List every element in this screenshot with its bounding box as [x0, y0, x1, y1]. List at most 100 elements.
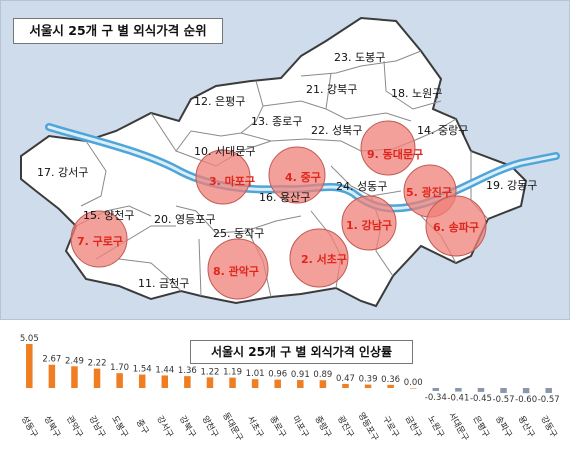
value-label-18: -0.34	[425, 393, 447, 403]
district-label-dobong: 23. 도봉구	[334, 51, 385, 64]
bar-21	[500, 388, 507, 393]
bar-18	[432, 388, 440, 391]
bar-5	[138, 374, 146, 388]
chart-title: 서울시 25개 구 별 외식가격 인상률	[190, 340, 413, 364]
category-label-21: 송파구	[493, 414, 513, 439]
highlight-circle-gangnam	[341, 195, 397, 251]
district-label-eunpyeong: 12. 은평구	[194, 95, 245, 108]
bar-19	[455, 388, 462, 392]
bar-3	[93, 368, 101, 388]
value-label-2: 2.49	[65, 356, 84, 366]
district-label-jungnang: 14. 중랑구	[417, 124, 468, 137]
bar-10	[251, 379, 259, 388]
bar-16	[387, 384, 394, 388]
value-label-5: 1.54	[133, 365, 152, 375]
district-label-yongsan: 16. 용산구	[259, 191, 310, 204]
category-label-0: 성동구	[19, 414, 39, 439]
value-label-16: 0.36	[381, 375, 400, 385]
highlight-circle-gwanak	[207, 238, 269, 300]
bar-1	[48, 364, 56, 388]
value-label-17: 0.00	[404, 378, 423, 388]
district-label-gangbuk: 21. 강북구	[306, 83, 357, 96]
highlight-circle-mapo	[195, 149, 251, 205]
bar-23	[545, 388, 552, 393]
value-label-19: -0.41	[447, 394, 469, 404]
category-label-2: 관악구	[64, 414, 85, 440]
bar-15	[364, 384, 372, 388]
category-label-18: 노원구	[425, 414, 445, 439]
bar-6	[161, 375, 169, 388]
bar-17	[409, 388, 417, 389]
highlight-circle-guro	[70, 210, 128, 268]
district-label-geumcheon: 11. 금천구	[138, 276, 189, 290]
district-label-gwanak: 8. 관악구	[213, 264, 259, 278]
district-label-gangdong: 19. 강동구	[486, 179, 537, 192]
category-label-6: 강서구	[154, 414, 175, 440]
category-label-12: 마포구	[290, 414, 310, 439]
district-label-guro: 7. 구로구	[77, 235, 123, 248]
category-label-15: 영등포구	[356, 410, 381, 443]
map-panel: 23. 도봉구 21. 강북구 18. 노원구 12. 은평구 13. 종로구 22. 성…	[0, 0, 570, 320]
category-label-17: 금천구	[403, 414, 424, 440]
category-label-4: 도봉구	[109, 414, 129, 439]
highlight-circle-songpa	[425, 195, 487, 257]
value-label-14: 0.47	[336, 374, 355, 384]
bar-14	[342, 383, 349, 388]
category-label-23: 강동구	[538, 414, 559, 440]
category-label-5: 중구	[134, 418, 151, 437]
category-label-10: 서초구	[245, 414, 265, 439]
category-label-3: 강남구	[87, 414, 108, 440]
category-label-8: 양천구	[199, 414, 220, 440]
district-label-songpa: 6. 송파구	[433, 220, 479, 234]
category-label-22: 용산구	[516, 414, 537, 440]
bar-2	[71, 366, 78, 388]
highlight-circle-seocho	[289, 228, 349, 288]
bar-12	[297, 380, 304, 388]
district-label-jongno: 13. 종로구	[251, 115, 302, 128]
district-label-dongjak: 25. 동작구	[213, 227, 264, 240]
bar-0	[26, 344, 33, 388]
bar-11	[274, 379, 281, 388]
map-title: 서울시 25개 구 별 외식가격 순위	[13, 18, 223, 44]
category-label-20: 은평구	[470, 414, 491, 440]
highlight-circle-jung	[268, 146, 326, 204]
category-label-11: 종로구	[267, 414, 287, 439]
value-label-23: -0.57	[538, 395, 560, 405]
bar-7	[184, 376, 191, 388]
category-label-1: 성북구	[41, 414, 61, 439]
category-label-14: 광진구	[335, 414, 356, 440]
value-label-11: 0.96	[268, 370, 287, 380]
district-label-gwangjin: 5. 광진구	[406, 185, 452, 199]
value-label-6: 1.44	[155, 365, 174, 375]
category-label-7: 강북구	[177, 414, 198, 440]
value-label-1: 2.67	[42, 355, 61, 365]
district-label-seongdong: 24. 성동구	[336, 180, 387, 193]
district-label-yeongdeungpo: 20. 영등포구	[154, 213, 215, 226]
district-label-jung: 4. 중구	[285, 171, 321, 184]
category-label-9: 동대문구	[220, 411, 244, 443]
district-label-seongbuk: 22. 성북구	[311, 124, 362, 137]
district-label-dongdaemun: 9. 동대문구	[367, 147, 423, 161]
value-label-12: 0.91	[291, 370, 310, 380]
bar-22	[522, 388, 530, 394]
category-label-19: 서대문구	[446, 411, 470, 443]
value-label-7: 1.36	[178, 366, 197, 376]
seoul-district-map: 23. 도봉구 21. 강북구 18. 노원구 12. 은평구 13. 종로구 22. 성…	[20, 16, 560, 308]
district-label-yangcheon: 15. 양천구	[83, 208, 134, 222]
value-label-13: 0.89	[313, 370, 332, 380]
district-label-seodaemun: 10. 서대문구	[194, 145, 255, 158]
value-label-8: 1.22	[200, 367, 219, 377]
district-labels: 23. 도봉구 21. 강북구 18. 노원구 12. 은평구 13. 종로구 22. 성…	[37, 51, 537, 290]
top-rank-highlights	[70, 120, 487, 300]
district-label-seocho: 2. 서초구	[301, 252, 347, 266]
bar-13	[319, 380, 327, 388]
value-label-21: -0.57	[493, 395, 515, 405]
value-label-15: 0.39	[359, 375, 378, 385]
value-label-9: 1.19	[223, 368, 242, 378]
category-label-16: 구로구	[380, 414, 400, 439]
district-label-gangseo: 17. 강서구	[37, 166, 88, 179]
bar-8	[206, 377, 214, 388]
district-label-mapo: 3. 마포구	[209, 174, 255, 188]
bar-20	[477, 388, 485, 392]
